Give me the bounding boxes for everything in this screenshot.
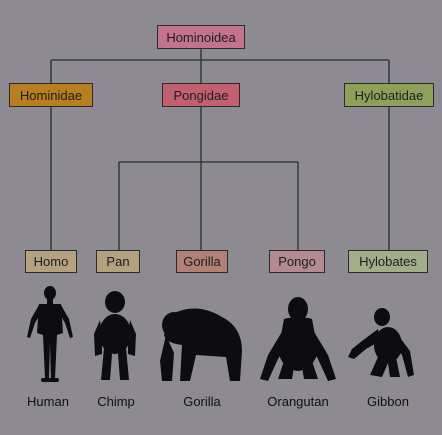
gibbon-caption: Gibbon bbox=[367, 394, 409, 409]
pongidae-label: Pongidae bbox=[173, 87, 229, 103]
orangutan-silhouette bbox=[258, 295, 338, 383]
pan-box: Pan bbox=[96, 250, 140, 273]
hominoidea-label: Hominoidea bbox=[166, 29, 236, 45]
pongo-label: Pongo bbox=[278, 254, 316, 269]
gorilla-caption: Gorilla bbox=[183, 394, 221, 409]
gibbon-silhouette bbox=[344, 305, 422, 383]
hominidae-box: Hominidae bbox=[9, 83, 93, 107]
chimp-caption: Chimp bbox=[97, 394, 135, 409]
hylobatidae-box: Hylobatidae bbox=[344, 83, 434, 107]
hylobatidae-label: Hylobatidae bbox=[354, 87, 424, 103]
gorilla-silhouette bbox=[156, 305, 246, 383]
human-silhouette bbox=[20, 285, 80, 383]
hominoidea-box: Hominoidea bbox=[157, 25, 245, 49]
pongidae-box: Pongidae bbox=[162, 83, 240, 107]
chimp-silhouette bbox=[90, 290, 140, 383]
hylobates-box: Hylobates bbox=[348, 250, 428, 273]
gorilla-genus-label: Gorilla bbox=[183, 254, 221, 269]
gorilla-genus-box: Gorilla bbox=[176, 250, 228, 273]
homo-label: Homo bbox=[33, 254, 69, 269]
pan-label: Pan bbox=[106, 254, 130, 269]
hominidae-label: Hominidae bbox=[19, 87, 83, 103]
homo-box: Homo bbox=[25, 250, 77, 273]
human-caption: Human bbox=[27, 394, 69, 409]
hylobates-label: Hylobates bbox=[359, 254, 417, 269]
orangutan-caption: Orangutan bbox=[267, 394, 329, 409]
pongo-box: Pongo bbox=[269, 250, 325, 273]
